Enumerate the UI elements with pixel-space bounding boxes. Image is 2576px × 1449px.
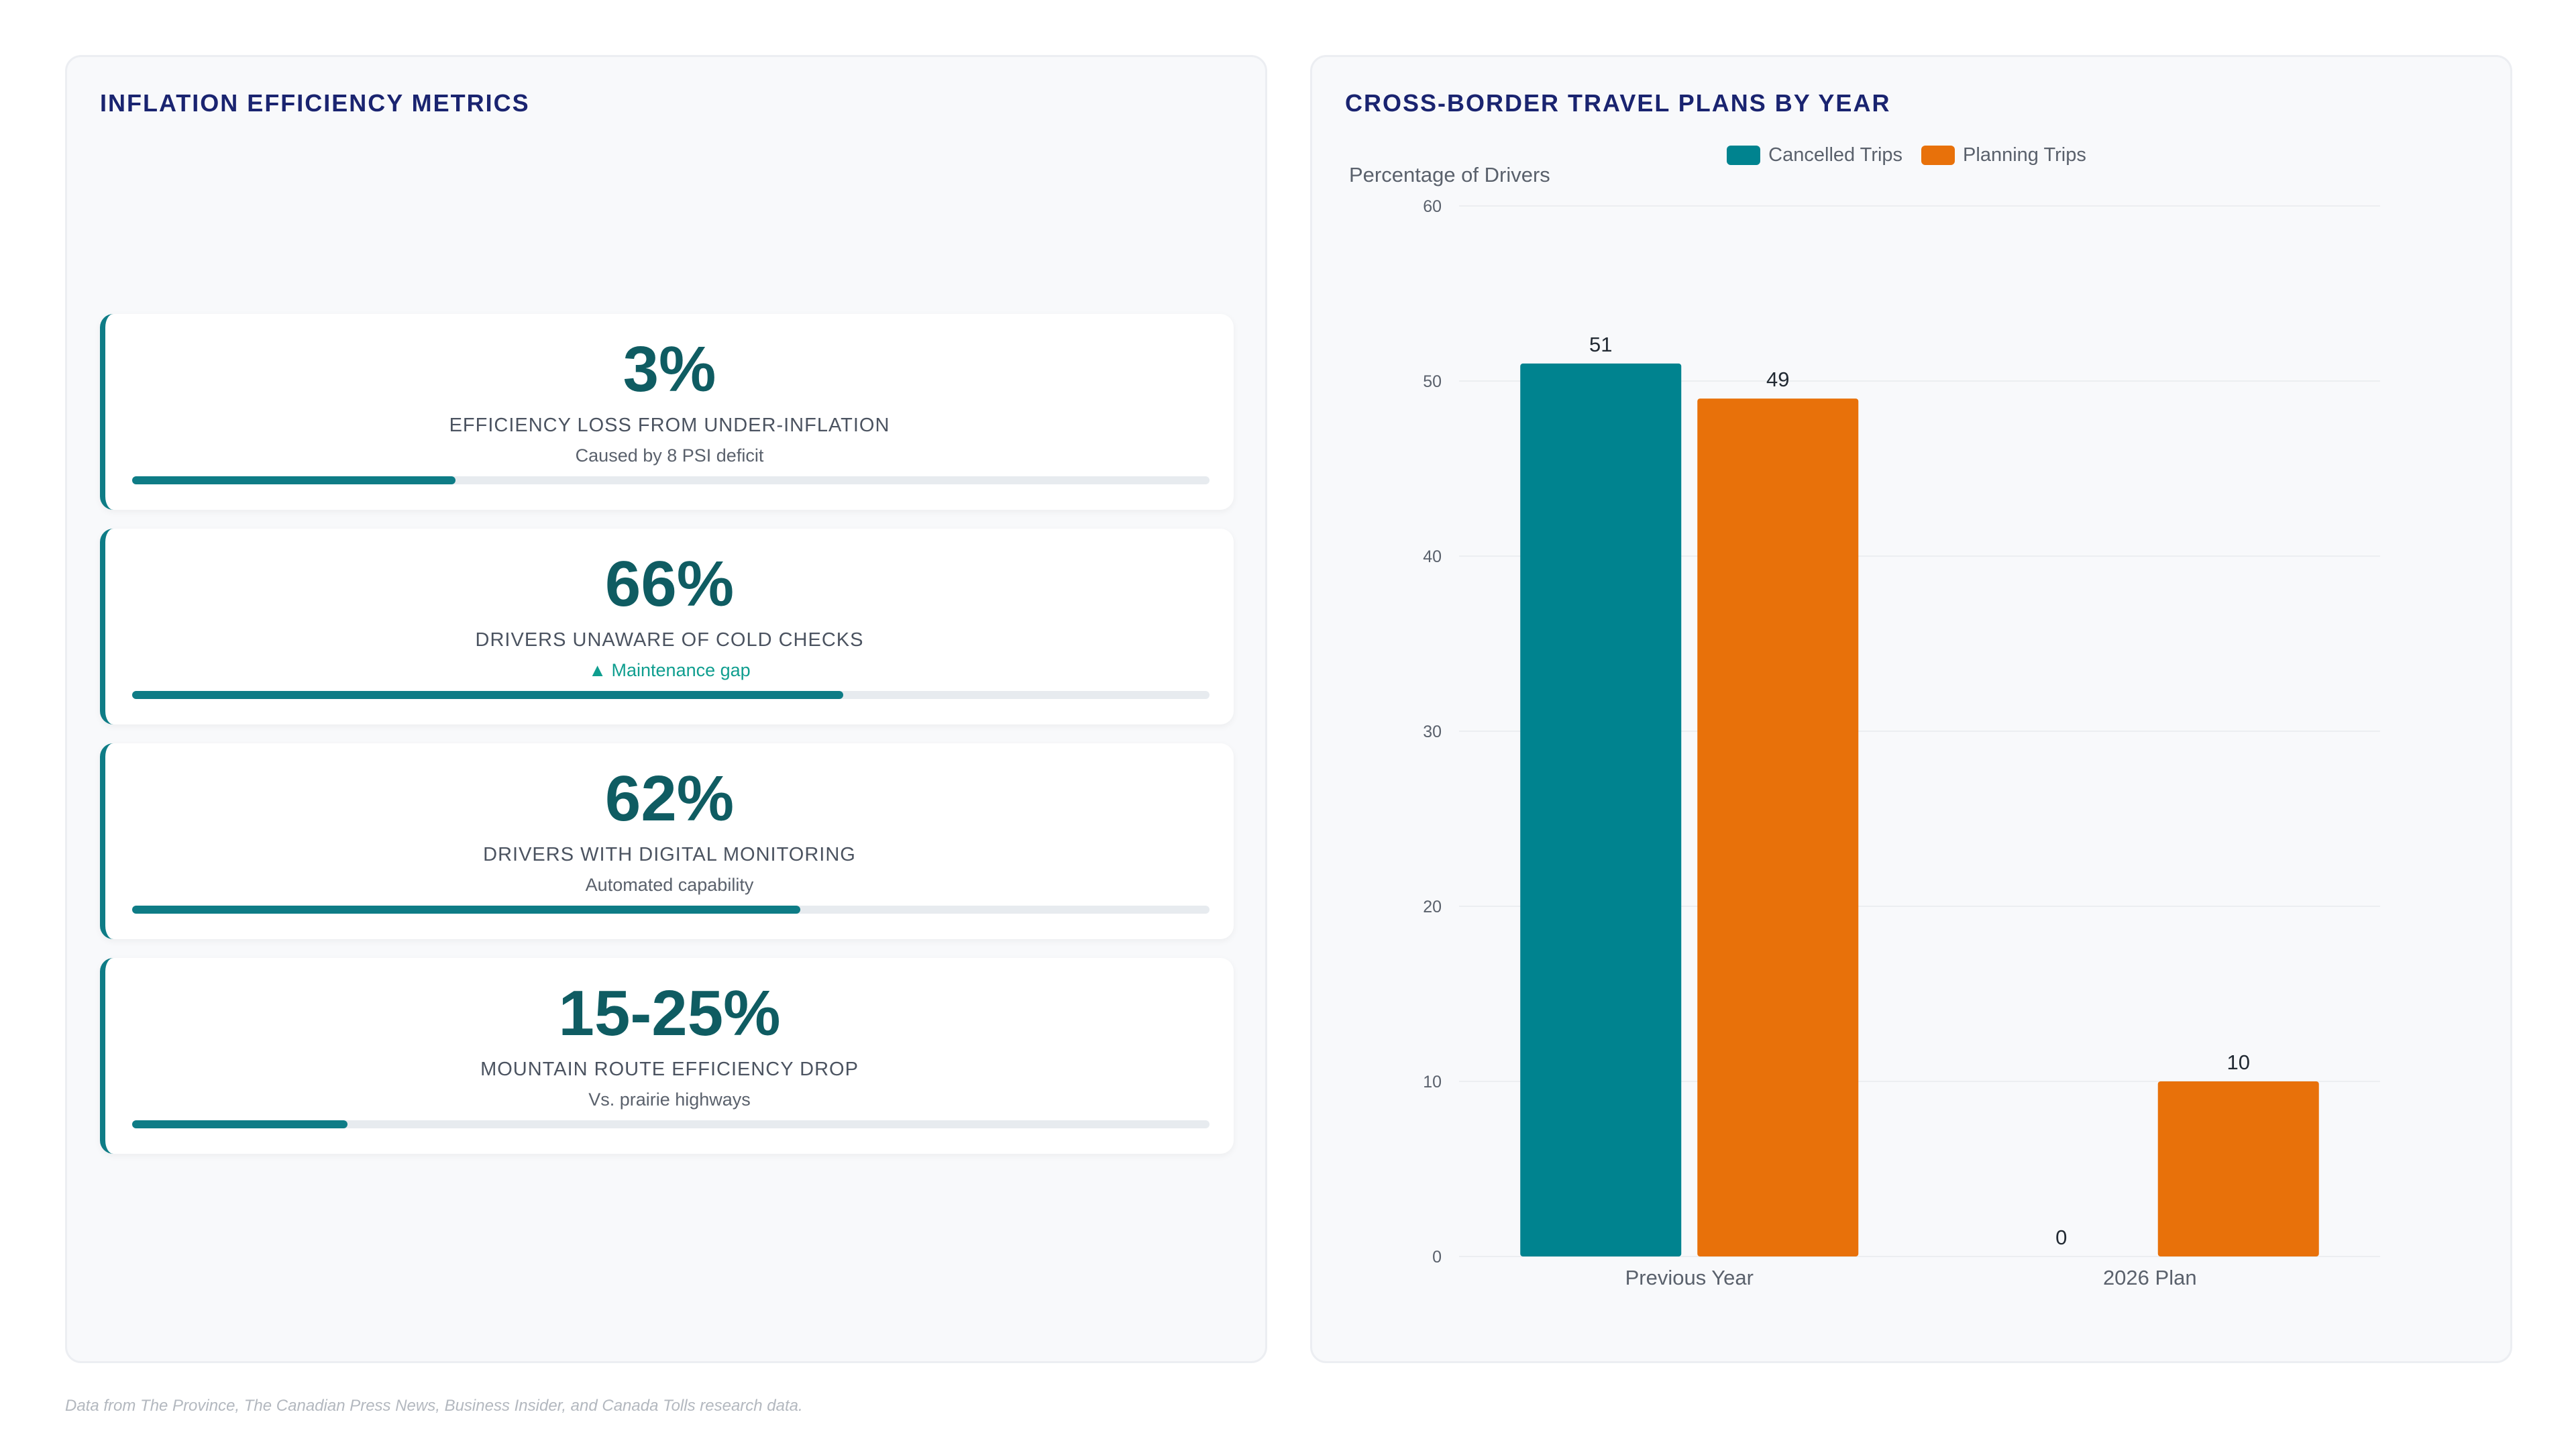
metric-label: MOUNTAIN ROUTE EFFICIENCY DROP: [480, 1059, 859, 1080]
metric-progress-fill: [132, 1120, 348, 1128]
data-label: 51: [1589, 333, 1612, 356]
chart-panel: CROSS-BORDER TRAVEL PLANS BY YEAR Cancel…: [1310, 55, 2512, 1363]
x-tick-label: Previous Year: [1625, 1266, 1754, 1289]
y-tick-label: 20: [1423, 898, 1442, 916]
data-label: 10: [2227, 1051, 2250, 1074]
legend-item[interactable]: Planning Trips: [1921, 144, 2086, 166]
legend-item[interactable]: Cancelled Trips: [1727, 144, 1902, 166]
bar-cancelled-trips: [1520, 363, 1682, 1256]
metric-subtext: ▲ Maintenance gap: [588, 660, 751, 680]
data-label: 0: [2055, 1226, 2067, 1249]
metric-subtext: Vs. prairie highways: [588, 1089, 751, 1110]
metric-value: 62%: [604, 763, 735, 835]
metric-label: DRIVERS UNAWARE OF COLD CHECKS: [475, 629, 864, 651]
x-tick-label: 2026 Plan: [2103, 1266, 2197, 1289]
metric-card: 62% DRIVERS WITH DIGITAL MONITORING Automa…: [100, 743, 1234, 939]
bar-planning-trips: [2157, 1081, 2319, 1256]
metrics-panel-title: INFLATION EFFICIENCY METRICS: [100, 89, 530, 117]
legend-swatch: [1921, 146, 1955, 165]
bar-planning-trips: [1697, 398, 1859, 1256]
legend-label: Cancelled Trips: [1768, 144, 1903, 166]
metric-label: DRIVERS WITH DIGITAL MONITORING: [483, 844, 856, 865]
metric-card-list: 3% EFFICIENCY LOSS FROM UNDER-INFLATION Ca…: [100, 314, 1234, 1173]
bar-chart: 0 10 20 30 40 50 60 51 49 Previous Year 0 10 2026 Pl…: [1423, 197, 2380, 1289]
metric-progress-fill: [132, 476, 455, 484]
y-tick-label: 60: [1423, 197, 1442, 216]
y-tick-label: 0: [1432, 1248, 1442, 1267]
metric-progress-track: [132, 476, 1210, 484]
y-tick-label: 10: [1423, 1073, 1442, 1091]
y-tick-label: 50: [1423, 372, 1442, 391]
metric-card: 15-25% MOUNTAIN ROUTE EFFICIENCY DROP Vs. …: [100, 958, 1234, 1154]
chart-legend: Cancelled Trips Planning Trips: [1312, 144, 2510, 166]
source-footnote: Data from The Province, The Canadian Pre…: [65, 1397, 803, 1415]
metric-value: 15-25%: [558, 977, 781, 1049]
metric-subtext: Caused by 8 PSI deficit: [575, 445, 764, 466]
legend-label: Planning Trips: [1963, 144, 2086, 166]
metric-progress-track: [132, 1120, 1210, 1128]
metric-label: EFFICIENCY LOSS FROM UNDER-INFLATION: [449, 415, 890, 436]
y-tick-label: 40: [1423, 547, 1442, 566]
metric-progress-track: [132, 906, 1210, 914]
y-tick-label: 30: [1423, 722, 1442, 741]
metric-value: 3%: [623, 333, 716, 405]
metric-card: 3% EFFICIENCY LOSS FROM UNDER-INFLATION Ca…: [100, 314, 1234, 510]
metric-subtext: Automated capability: [585, 875, 754, 895]
data-label: 49: [1766, 368, 1789, 391]
metric-progress-fill: [132, 906, 800, 914]
metric-card: 66% DRIVERS UNAWARE OF COLD CHECKS ▲ Maint…: [100, 529, 1234, 724]
metrics-panel: INFLATION EFFICIENCY METRICS 3% EFFICIENC…: [65, 55, 1267, 1363]
metric-progress-fill: [132, 691, 843, 699]
legend-swatch: [1727, 146, 1761, 165]
chart-panel-title: CROSS-BORDER TRAVEL PLANS BY YEAR: [1345, 89, 1891, 117]
metric-progress-track: [132, 691, 1210, 699]
y-axis-label: Percentage of Drivers: [1349, 163, 1550, 186]
metric-value: 66%: [604, 548, 735, 620]
